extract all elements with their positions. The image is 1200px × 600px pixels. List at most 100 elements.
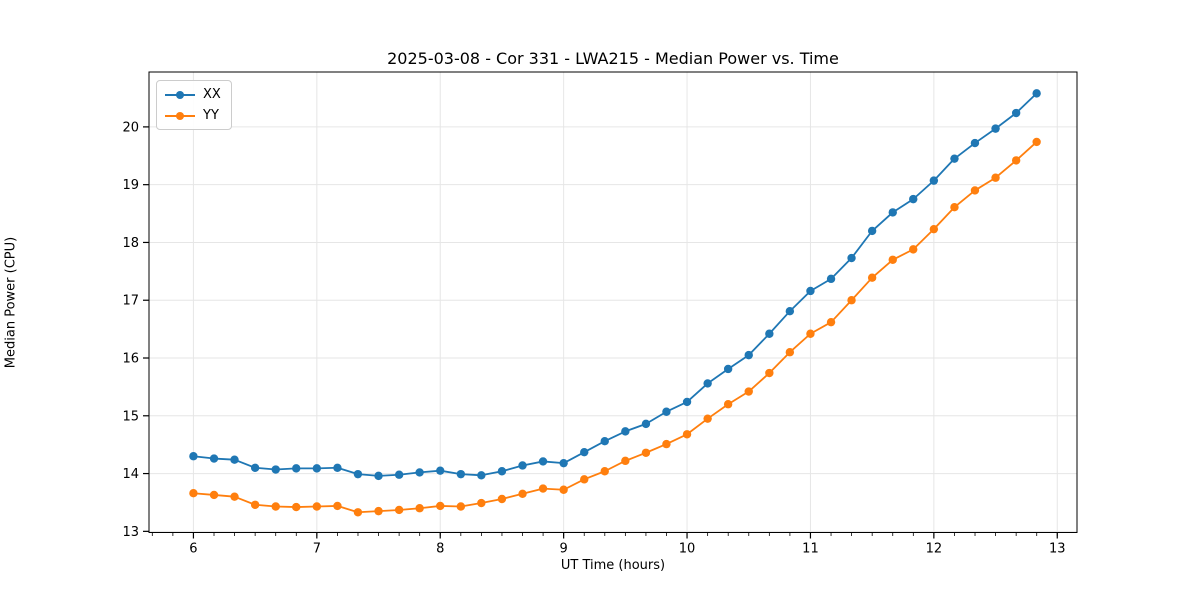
data-point-xx — [436, 466, 445, 475]
data-point-xx — [929, 176, 939, 185]
data-point-xx — [230, 455, 239, 464]
data-point-yy — [600, 467, 609, 476]
data-point-yy — [929, 224, 939, 234]
data-point-yy — [580, 475, 589, 484]
data-point-xx — [353, 469, 363, 479]
data-point-xx — [477, 471, 486, 480]
data-point-xx — [497, 467, 507, 476]
data-point-xx — [312, 464, 322, 473]
data-point-xx — [950, 154, 959, 163]
data-point-xx — [785, 307, 795, 316]
data-point-yy — [888, 255, 897, 264]
x-tick-label: 11 — [802, 541, 819, 556]
data-point-yy — [333, 501, 342, 511]
data-point-yy — [723, 400, 733, 409]
data-point-xx — [292, 464, 301, 473]
data-point-yy — [909, 245, 918, 254]
data-point-yy — [970, 186, 980, 195]
data-point-yy — [353, 508, 363, 517]
data-point-yy — [497, 494, 507, 504]
data-point-yy — [312, 502, 322, 511]
data-point-xx — [703, 379, 712, 388]
data-point-yy — [641, 448, 651, 457]
data-point-yy — [826, 317, 836, 327]
data-point-xx — [723, 364, 733, 374]
x-tick-label: 9 — [559, 541, 567, 556]
legend: XX YY — [156, 80, 232, 130]
data-point-xx — [970, 138, 980, 148]
data-point-xx — [826, 274, 836, 284]
chart-title: 2025-03-08 - Cor 331 - LWA215 - Median P… — [387, 49, 839, 68]
data-point-yy — [189, 489, 198, 498]
data-point-yy — [806, 329, 815, 338]
data-point-yy — [250, 500, 260, 509]
y-tick-label: 17 — [122, 294, 139, 309]
plot-border — [148, 71, 1078, 533]
data-point-yy — [559, 485, 568, 494]
x-tick-label: 10 — [679, 541, 696, 556]
data-point-yy — [518, 489, 527, 498]
data-point-xx — [847, 253, 856, 263]
data-point-yy — [394, 505, 404, 515]
data-point-yy — [765, 368, 774, 378]
data-point-xx — [744, 350, 753, 360]
data-point-xx — [888, 208, 897, 217]
data-point-xx — [538, 457, 548, 466]
data-point-xx — [1032, 89, 1041, 98]
y-tick-label: 13 — [122, 525, 139, 540]
x-tick-label: 12 — [926, 541, 943, 556]
data-point-xx — [1011, 108, 1021, 118]
data-point-yy — [415, 504, 424, 513]
data-point-xx — [250, 463, 260, 472]
data-point-xx — [456, 469, 466, 479]
data-point-xx — [394, 470, 404, 479]
y-tick-label: 15 — [122, 409, 139, 424]
data-point-xx — [662, 407, 671, 416]
data-point-yy — [292, 502, 301, 512]
x-tick-label: 13 — [1049, 541, 1066, 556]
x-tick-label: 7 — [313, 541, 321, 556]
data-point-yy — [703, 414, 712, 423]
data-point-yy — [847, 296, 856, 305]
data-point-yy — [230, 492, 239, 501]
data-point-yy — [271, 502, 280, 511]
data-point-yy — [867, 273, 877, 282]
y-tick-label: 16 — [122, 352, 139, 367]
y-tick-label: 19 — [122, 178, 139, 193]
data-point-xx — [374, 471, 383, 481]
data-point-xx — [189, 452, 198, 461]
legend-label-yy: YY — [203, 108, 219, 123]
legend-entry-yy: YY — [165, 107, 221, 124]
data-point-yy — [744, 387, 753, 396]
data-point-yy — [621, 456, 630, 466]
data-point-xx — [765, 329, 774, 338]
data-point-xx — [682, 397, 692, 407]
data-point-yy — [374, 506, 383, 516]
data-point-yy — [682, 430, 692, 439]
data-point-yy — [477, 498, 486, 508]
y-tick-label: 20 — [122, 120, 139, 135]
data-point-xx — [209, 454, 219, 463]
legend-label-xx: XX — [203, 87, 221, 102]
data-point-yy — [456, 502, 466, 511]
data-point-yy — [436, 501, 445, 511]
legend-entry-xx: XX — [165, 86, 221, 103]
data-point-yy — [1011, 156, 1021, 165]
x-tick-label: 8 — [436, 541, 444, 556]
series-yy-marker-icon — [165, 111, 195, 121]
y-axis-label: Median Power (CPU) — [3, 236, 19, 369]
data-point-xx — [518, 461, 527, 470]
data-point-xx — [991, 124, 1000, 133]
data-point-xx — [333, 463, 342, 472]
y-tick-label: 18 — [122, 236, 139, 251]
data-point-xx — [641, 419, 651, 429]
data-point-xx — [621, 427, 630, 436]
x-axis-label: UT Time (hours) — [560, 558, 666, 573]
data-point-xx — [271, 465, 280, 474]
data-point-yy — [538, 484, 548, 493]
data-point-xx — [806, 286, 815, 296]
data-point-yy — [991, 173, 1000, 182]
series-line-xx — [193, 92, 1038, 477]
